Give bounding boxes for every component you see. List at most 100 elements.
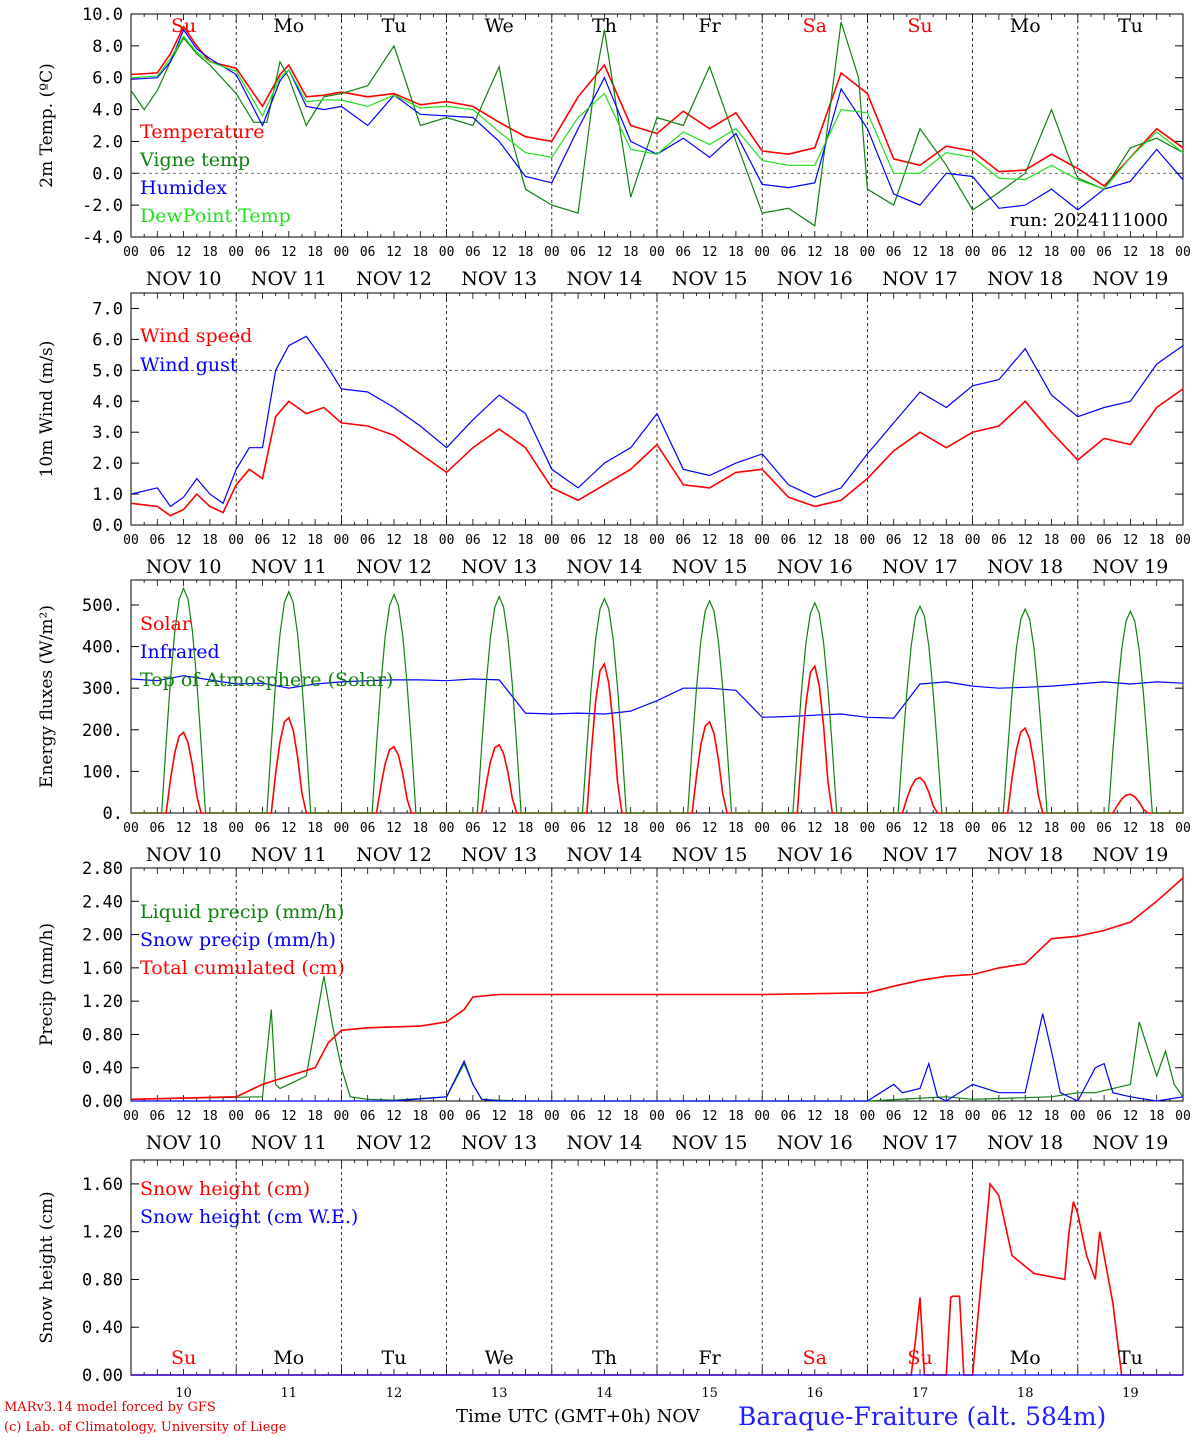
precip-y-tick-label: 1.60 bbox=[82, 959, 123, 979]
wind-hour-tick-label: 18 bbox=[202, 533, 218, 548]
temp-date-label: NOV 17 bbox=[882, 268, 958, 290]
temp-hour-tick-label: 00 bbox=[228, 245, 244, 260]
temp-hour-tick-label: 12 bbox=[702, 245, 718, 260]
precip-hour-tick-label: 06 bbox=[570, 1109, 586, 1124]
energy-hour-tick-label: 00 bbox=[439, 821, 455, 836]
precip-hour-tick-label: 06 bbox=[465, 1109, 481, 1124]
wind-hour-tick-label: 12 bbox=[702, 533, 718, 548]
temp-y-tick-label: 6.0 bbox=[92, 69, 123, 89]
temp-hour-tick-label: 06 bbox=[570, 245, 586, 260]
temp-date-label: NOV 16 bbox=[777, 268, 853, 290]
temp-y-tick-label: -4.0 bbox=[82, 228, 123, 248]
precip-date-label: NOV 12 bbox=[356, 1132, 432, 1154]
temp-date-label: NOV 14 bbox=[566, 268, 642, 290]
wind-hour-tick-label: 18 bbox=[833, 533, 849, 548]
snow-weekday-label: Tu bbox=[382, 1347, 407, 1369]
precip-hour-tick-label: 12 bbox=[702, 1109, 718, 1124]
wind-hour-tick-label: 00 bbox=[754, 533, 770, 548]
wind-hour-tick-label: 18 bbox=[1149, 533, 1165, 548]
temp-hour-tick-label: 06 bbox=[149, 245, 165, 260]
temp-hour-tick-label: 00 bbox=[1175, 245, 1191, 260]
energy-hour-tick-label: 06 bbox=[675, 821, 691, 836]
snow-day-number: 16 bbox=[807, 1386, 824, 1401]
wind-y-axis-label: 10m Wind (m/s) bbox=[37, 341, 57, 478]
energy-y-tick-label: 400. bbox=[82, 638, 123, 658]
wind-date-label: NOV 17 bbox=[882, 556, 958, 578]
precip-hour-tick-label: 06 bbox=[675, 1109, 691, 1124]
energy-hour-tick-label: 00 bbox=[544, 821, 560, 836]
snow-day-number: 13 bbox=[491, 1386, 508, 1401]
energy-legend-entry: Infrared bbox=[140, 641, 220, 663]
energy-hour-tick-label: 00 bbox=[228, 821, 244, 836]
wind-hour-tick-label: 18 bbox=[1044, 533, 1060, 548]
wind-date-label: NOV 18 bbox=[987, 556, 1063, 578]
temp-hour-tick-label: 18 bbox=[623, 245, 639, 260]
temp-hour-tick-label: 18 bbox=[518, 245, 534, 260]
precip-y-tick-label: 2.40 bbox=[82, 892, 123, 912]
wind-hour-tick-label: 06 bbox=[675, 533, 691, 548]
temp-series-humidex bbox=[130, 28, 1184, 211]
temp-hour-tick-label: 18 bbox=[833, 245, 849, 260]
precip-hour-tick-label: 00 bbox=[544, 1109, 560, 1124]
energy-y-tick-label: 100. bbox=[82, 762, 123, 782]
wind-legend-entry: Wind speed bbox=[140, 325, 252, 347]
snow-y-tick-label: 1.20 bbox=[82, 1223, 123, 1243]
energy-hour-tick-label: 18 bbox=[833, 821, 849, 836]
model-credit-line1: MARv3.14 model forced by GFS bbox=[4, 1400, 216, 1415]
precip-hour-tick-label: 00 bbox=[1070, 1109, 1086, 1124]
wind-hour-tick-label: 12 bbox=[281, 533, 297, 548]
precip-hour-tick-label: 06 bbox=[886, 1109, 902, 1124]
temp-hour-tick-label: 18 bbox=[307, 245, 323, 260]
precip-date-label: NOV 19 bbox=[1092, 1132, 1168, 1154]
wind-hour-tick-label: 06 bbox=[991, 533, 1007, 548]
temp-y-tick-label: -2.0 bbox=[82, 196, 123, 216]
temp-date-label: NOV 19 bbox=[1092, 268, 1168, 290]
precip-hour-tick-label: 06 bbox=[781, 1109, 797, 1124]
temp-hour-tick-label: 18 bbox=[1044, 245, 1060, 260]
temp-hour-tick-label: 12 bbox=[912, 245, 928, 260]
precip-date-label: NOV 11 bbox=[251, 1132, 327, 1154]
temp-date-label: NOV 18 bbox=[987, 268, 1063, 290]
temp-hour-tick-label: 00 bbox=[439, 245, 455, 260]
precip-date-label: NOV 15 bbox=[672, 1132, 748, 1154]
temp-hour-tick-label: 12 bbox=[386, 245, 402, 260]
energy-hour-tick-label: 06 bbox=[781, 821, 797, 836]
energy-date-label: NOV 17 bbox=[882, 844, 958, 866]
precip-date-label: NOV 14 bbox=[566, 1132, 642, 1154]
wind-hour-tick-label: 00 bbox=[228, 533, 244, 548]
wind-y-tick-label: 4.0 bbox=[92, 392, 123, 412]
snow-legend-entry: Snow height (cm W.E.) bbox=[140, 1206, 358, 1228]
precip-y-tick-label: 0.00 bbox=[82, 1092, 123, 1112]
energy-hour-tick-label: 12 bbox=[807, 821, 823, 836]
wind-hour-tick-label: 06 bbox=[570, 533, 586, 548]
temp-plot-frame bbox=[130, 13, 1184, 238]
energy-hour-tick-label: 12 bbox=[1017, 821, 1033, 836]
temp-hour-tick-label: 06 bbox=[781, 245, 797, 260]
energy-hour-tick-label: 00 bbox=[754, 821, 770, 836]
wind-hour-tick-label: 00 bbox=[123, 533, 139, 548]
temp-hour-tick-label: 12 bbox=[176, 245, 192, 260]
temp-legend-entry: Vigne temp bbox=[139, 149, 250, 171]
energy-hour-tick-label: 00 bbox=[860, 821, 876, 836]
precip-hour-tick-label: 18 bbox=[307, 1109, 323, 1124]
wind-date-label: NOV 10 bbox=[146, 556, 222, 578]
energy-hour-tick-label: 00 bbox=[334, 821, 350, 836]
temp-y-tick-label: 2.0 bbox=[92, 132, 123, 152]
temp-date-label: NOV 10 bbox=[146, 268, 222, 290]
energy-hour-tick-label: 18 bbox=[938, 821, 954, 836]
wind-hour-tick-label: 12 bbox=[176, 533, 192, 548]
temp-y-tick-label: 0.0 bbox=[92, 164, 123, 184]
snow-y-tick-label: 0.40 bbox=[82, 1318, 123, 1338]
precip-legend-entry: Total cumulated (cm) bbox=[140, 957, 345, 979]
energy-date-label: NOV 13 bbox=[461, 844, 537, 866]
precip-series-snow-precip-mm-h- bbox=[131, 1013, 1184, 1102]
precip-y-tick-label: 0.80 bbox=[82, 1025, 123, 1045]
energy-y-tick-label: 0. bbox=[103, 804, 123, 824]
snow-weekday-label: Sa bbox=[803, 1347, 827, 1369]
energy-y-tick-label: 300. bbox=[82, 679, 123, 699]
energy-date-label: NOV 19 bbox=[1092, 844, 1168, 866]
temp-hour-tick-label: 06 bbox=[465, 245, 481, 260]
snow-day-number: 12 bbox=[386, 1386, 403, 1401]
temp-hour-tick-label: 00 bbox=[544, 245, 560, 260]
